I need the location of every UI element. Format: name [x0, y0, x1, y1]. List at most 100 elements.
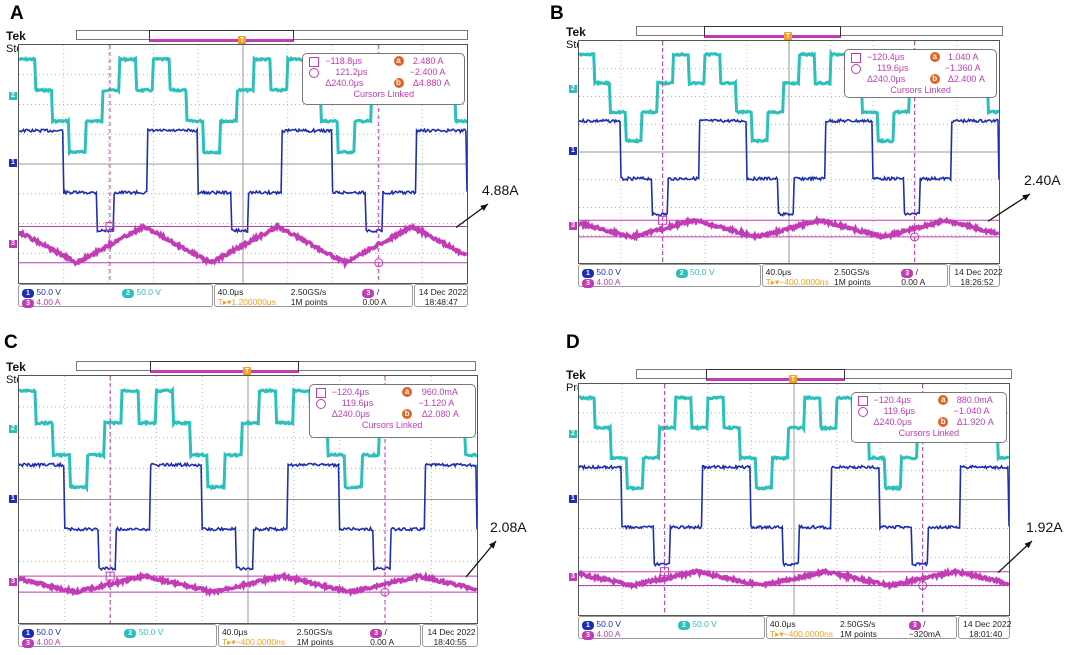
trigger-marker-icon: T: [238, 36, 246, 46]
sample-rate: 2.50GS/s: [296, 627, 333, 637]
datetime-box: 14 Dec 2022 18:01:40: [958, 616, 1012, 639]
cursor-a-value: 880.0mA: [956, 395, 993, 405]
delta-value: Δ4.880 A: [412, 78, 450, 88]
cursor2-circle-icon: [857, 407, 868, 417]
record-length: 1M points: [296, 637, 334, 647]
cursors-linked-label: Cursors Linked: [898, 428, 960, 438]
graticule: −118.8μs 121.2μs Δ240.0μs a b 2.480 A −2…: [18, 44, 468, 284]
record-window: [148, 30, 295, 42]
record-length: 1M points: [833, 277, 871, 287]
sample-rate: 2.50GS/s: [839, 619, 876, 629]
channel-scale-box: 1 50.0 V 2 50.0 V 3 4.00 A: [578, 616, 765, 640]
cursor2-time: 119.6μs: [877, 63, 909, 73]
trigger-position-icon: T▸▾: [769, 629, 784, 639]
panel-label: A: [10, 3, 24, 24]
ch2-marker-icon: 2: [569, 429, 577, 438]
cursor2-circle-icon: [315, 399, 326, 409]
ch3-badge-icon: 3: [22, 639, 34, 648]
ch1-trace: [19, 126, 467, 234]
cursor-readout: −118.8μs 121.2μs Δ240.0μs a b 2.480 A −2…: [302, 53, 466, 105]
ch2-badge-icon: 2: [677, 621, 690, 630]
record-window: [704, 26, 841, 38]
cursor-b-value: −1.120 A: [418, 398, 455, 408]
ch2-scale: 50.0 V: [136, 287, 161, 297]
delta-value: Δ2.400 A: [947, 74, 985, 84]
ch3-scale: 4.00 A: [36, 637, 61, 647]
trigger-position: −400.0000ns: [235, 637, 286, 647]
timebase: 40.0μs: [221, 627, 248, 637]
ch1-badge-icon: 1: [22, 629, 34, 638]
timebase: 40.0μs: [217, 287, 244, 297]
ch1-scale: 50.0 V: [36, 627, 61, 637]
cursor-a-badge-icon: a: [929, 52, 940, 62]
cursor-a-value: 1.040 A: [947, 52, 979, 62]
ch2-scale: 50.0 V: [689, 267, 715, 277]
graticule: −120.4μs 119.6μs Δ240.0μs a b 1.040 A −1…: [578, 40, 1000, 264]
datetime-box: 14 Dec 2022 18:48:47: [413, 284, 468, 307]
datetime-box: 14 Dec 2022 18:40:55: [422, 624, 478, 647]
ch1-marker-icon: 1: [569, 147, 577, 155]
ch3-trace: [19, 221, 467, 270]
trigger-source: 3: [370, 629, 383, 638]
ch3-badge-icon: 3: [582, 631, 594, 640]
trigger-level: 0.00 A: [901, 277, 926, 287]
cursor1-marker: [658, 215, 668, 225]
record-window: [150, 361, 299, 373]
annotation-arrow-head-icon: [1024, 541, 1032, 549]
status-bar: 1 50.0 V 2 50.0 V 3 4.00 A 40.0μs T▸▾1.2…: [18, 284, 468, 308]
trigger-marker-icon: T: [789, 375, 797, 385]
cursor2-marker: [910, 232, 920, 242]
trigger-level: −320mA: [908, 629, 941, 639]
timebase: 40.0μs: [765, 267, 792, 277]
trigger-slope-icon: /: [923, 619, 926, 629]
trigger-slope-icon: /: [915, 267, 918, 277]
record-bar: [636, 26, 1004, 38]
cursor2-time: 121.2μs: [335, 67, 368, 77]
cursor1-marker: [660, 567, 670, 577]
cursor-readout: −120.4μs 119.6μs Δ240.0μs a b 880.0mA −1…: [850, 392, 1008, 443]
date: 14 Dec 2022: [427, 627, 476, 637]
delta-time: Δ240.0μs: [331, 409, 370, 419]
cursors-linked-label: Cursors Linked: [890, 85, 951, 95]
ch2-marker-icon: 2: [9, 425, 17, 434]
ch3-marker-icon: 3: [9, 239, 17, 248]
trigger-slope-icon: /: [376, 287, 380, 297]
ch1-badge-icon: 1: [22, 289, 34, 298]
cursor1-time: −120.4μs: [873, 395, 911, 405]
cursor1-time: −120.4μs: [867, 52, 905, 62]
trigger-position-icon: T▸▾: [217, 297, 232, 307]
trigger-position: −400.0000ns: [783, 629, 834, 639]
record-length: 1M points: [839, 629, 877, 639]
cursor2-marker: [918, 581, 928, 591]
cursors-linked-label: Cursors Linked: [361, 420, 423, 430]
acquisition-box: 40.0μs T▸▾1.200000μs 2.50GS/s 1M points …: [213, 284, 413, 307]
ch1-marker-icon: 1: [9, 159, 17, 167]
time: 18:40:55: [433, 637, 467, 647]
cursors-linked-label: Cursors Linked: [353, 89, 415, 99]
cursor-b-value: −2.400 A: [409, 67, 446, 77]
cursor1-time: −118.8μs: [325, 56, 362, 66]
trigger-slope-icon: /: [384, 627, 387, 637]
cursor-b-badge-icon: b: [402, 409, 413, 419]
status-bar: 1 50.0 V 2 50.0 V 3 4.00 A 40.0μs T▸▾−40…: [578, 264, 1003, 288]
record-bar: [76, 361, 477, 373]
cursor1-square-icon: [851, 53, 861, 63]
ch1-scale: 50.0 V: [36, 287, 61, 297]
cursor2-marker: [380, 587, 390, 597]
datetime-box: 14 Dec 2022 18:26:52: [949, 264, 1003, 287]
ch1-scale: 50.0 V: [596, 267, 621, 277]
cursor-b-value: −1.040 A: [953, 406, 990, 416]
waveform-display: [19, 376, 477, 623]
ch1-badge-icon: 1: [582, 269, 594, 278]
ch3-marker-icon: 3: [569, 222, 577, 231]
ch3-trace: [579, 215, 999, 242]
cursor-a-value: 960.0mA: [421, 387, 458, 397]
ch1-scale: 50.0 V: [596, 619, 621, 629]
ch3-trace: [19, 571, 477, 598]
date: 14 Dec 2022: [963, 619, 1012, 629]
graticule: −120.4μs 119.6μs Δ240.0μs a b 880.0mA −1…: [578, 383, 1010, 616]
cursor-a-badge-icon: a: [402, 387, 413, 397]
delta-time: Δ240.0μs: [325, 78, 364, 88]
ch1-badge-icon: 1: [582, 621, 594, 630]
trigger-source: 3: [908, 621, 921, 630]
